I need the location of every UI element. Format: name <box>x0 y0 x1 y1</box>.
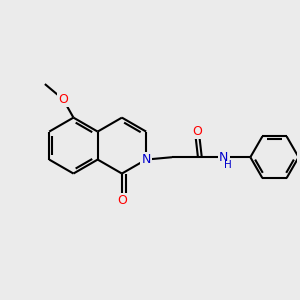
Text: O: O <box>192 125 202 138</box>
Text: N: N <box>219 151 229 164</box>
Text: N: N <box>141 153 151 166</box>
Text: H: H <box>224 160 231 170</box>
Text: O: O <box>58 93 68 106</box>
Text: O: O <box>117 194 127 207</box>
